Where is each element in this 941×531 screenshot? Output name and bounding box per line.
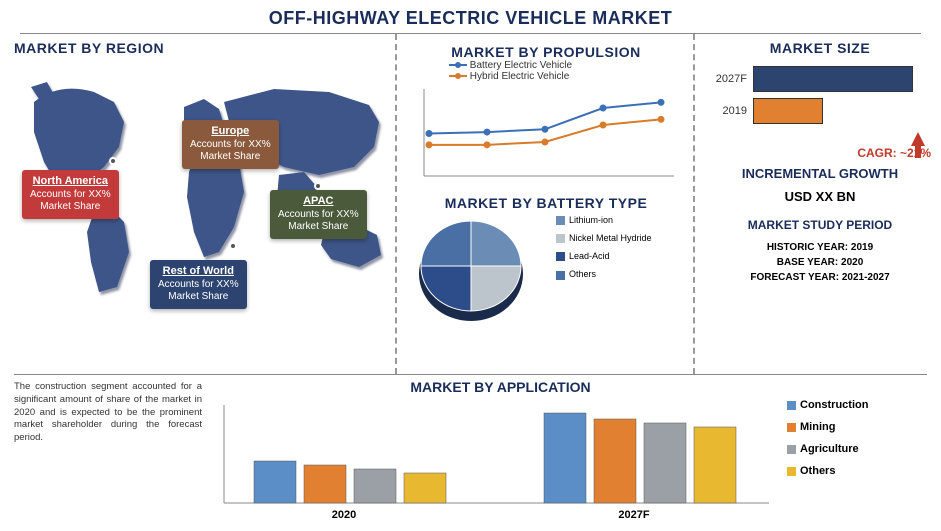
right-column: MARKET SIZE 2027F 2019 CAGR: ~21% INCREME… — [695, 34, 941, 374]
legend-item: Lead-Acid — [556, 251, 652, 261]
propulsion-title: MARKET BY PROPULSION — [409, 44, 683, 60]
application-title: MARKET BY APPLICATION — [214, 379, 787, 395]
svg-text:2027F: 2027F — [618, 509, 649, 521]
application-legend: Construction Mining Agriculture Others — [787, 379, 927, 529]
incremental-value: USD XX BN — [709, 189, 931, 204]
legend-item: Others — [787, 465, 927, 477]
legend-item: Hybrid Electric Vehicle — [449, 71, 569, 82]
legend-item: Others — [556, 269, 652, 279]
mid-column: MARKET BY PROPULSION Battery Electric Ve… — [395, 34, 695, 374]
main-title: OFF-HIGHWAY ELECTRIC VEHICLE MARKET — [0, 0, 941, 33]
region-marker — [109, 157, 117, 165]
application-bar-chart: 2020 2027F — [214, 395, 774, 525]
legend-item: Mining — [787, 421, 927, 433]
study-title: MARKET STUDY PERIOD — [709, 218, 931, 232]
incremental-title: INCREMENTAL GROWTH — [709, 166, 931, 181]
size-bar-row: 2019 — [709, 98, 931, 124]
legend-item: Battery Electric Vehicle — [449, 60, 572, 71]
cagr-text: CAGR: ~21% — [709, 146, 931, 160]
study-lines: HISTORIC YEAR: 2019BASE YEAR: 2020FORECA… — [709, 240, 931, 285]
world-map: North AmericaAccounts for XX%Market Shar… — [14, 62, 387, 332]
battery-legend: Lithium-ion Nickel Metal Hydride Lead-Acid… — [556, 215, 652, 288]
size-bar-row: 2027F — [709, 66, 931, 92]
region-column: MARKET BY REGION North Americ — [0, 34, 395, 374]
application-desc: The construction segment accounted for a… — [14, 379, 214, 529]
region-box: North AmericaAccounts for XX%Market Shar… — [22, 170, 119, 219]
propulsion-line-chart — [409, 84, 679, 184]
main-row: MARKET BY REGION North Americ — [0, 34, 941, 374]
region-box: EuropeAccounts for XX%Market Share — [182, 120, 279, 169]
battery-pie-chart — [409, 211, 544, 331]
battery-title: MARKET BY BATTERY TYPE — [409, 195, 683, 211]
svg-text:2020: 2020 — [332, 509, 356, 521]
legend-item: Construction — [787, 399, 927, 411]
up-arrow-icon — [911, 132, 925, 146]
region-box: Rest of WorldAccounts for XX%Market Shar… — [150, 260, 247, 309]
legend-item: Agriculture — [787, 443, 927, 455]
region-marker — [229, 242, 237, 250]
region-marker — [314, 182, 322, 190]
marketsize-title: MARKET SIZE — [709, 40, 931, 56]
region-title: MARKET BY REGION — [14, 40, 387, 56]
legend-item: Lithium-ion — [556, 215, 652, 225]
propulsion-legend: Battery Electric Vehicle Hybrid Electric… — [449, 60, 683, 82]
legend-item: Nickel Metal Hydride — [556, 233, 652, 243]
bottom-row: The construction segment accounted for a… — [14, 374, 927, 529]
region-box: APACAccounts for XX%Market Share — [270, 190, 367, 239]
